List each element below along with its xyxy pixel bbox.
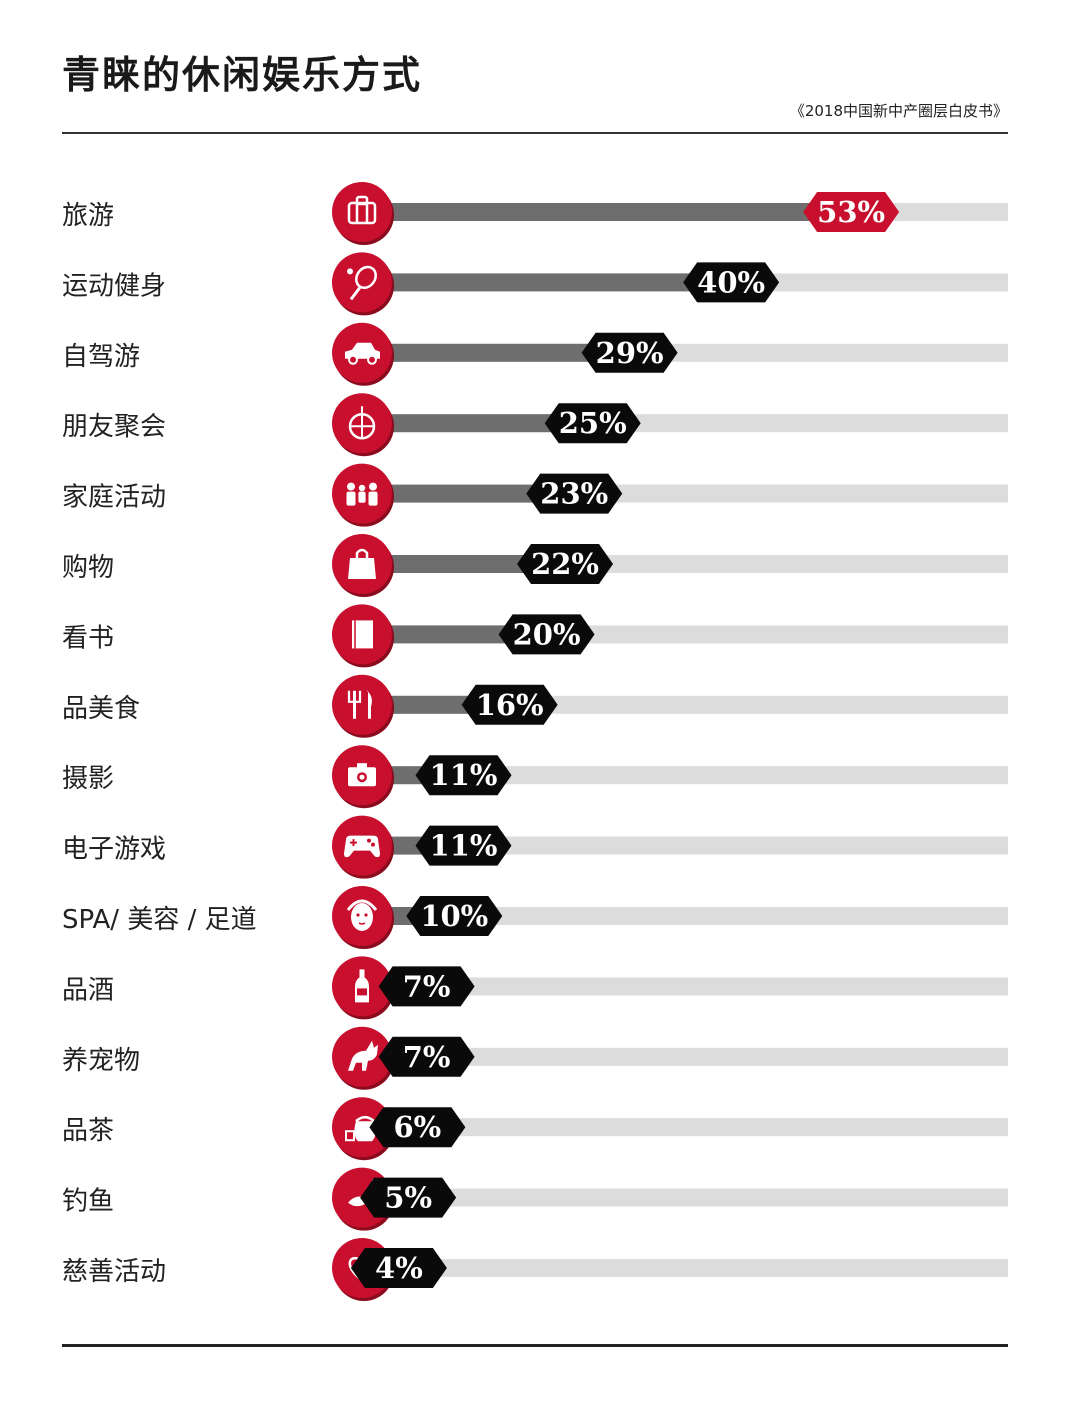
fork-knife-icon <box>347 690 372 719</box>
category-label: 看书 <box>62 623 114 653</box>
bar-track <box>362 1118 1008 1137</box>
bar-track <box>362 766 1008 785</box>
value-tag <box>406 896 503 936</box>
value-label: 5% <box>384 1181 432 1215</box>
value-tag <box>415 825 512 866</box>
value-label: 7% <box>403 1040 451 1074</box>
value-label: 16% <box>476 688 544 722</box>
tennis-racket-icon <box>347 265 377 301</box>
bar <box>362 625 547 644</box>
value-label: 6% <box>394 1110 442 1144</box>
camera-icon <box>348 763 376 787</box>
value-tag <box>544 403 641 444</box>
value-tag <box>378 1036 475 1077</box>
shopping-bag-icon <box>348 548 376 579</box>
value-label: 10% <box>420 899 488 933</box>
bar <box>362 484 575 503</box>
bar-track <box>362 836 1008 855</box>
luggage-icon <box>347 195 377 225</box>
category-label: 自驾游 <box>62 342 140 372</box>
value-tag <box>803 192 900 232</box>
category-label: 钓鱼 <box>62 1187 114 1217</box>
category-label: 家庭活动 <box>62 483 166 513</box>
top-divider <box>62 132 1008 134</box>
bar <box>362 203 852 221</box>
value-label: 29% <box>596 336 664 370</box>
icon-circle <box>332 252 392 313</box>
value-tag <box>498 614 595 655</box>
value-tag <box>581 332 678 373</box>
car-icon <box>345 342 380 365</box>
category-label: 旅游 <box>62 201 114 231</box>
bar <box>362 414 593 433</box>
value-tag <box>461 684 558 725</box>
bar <box>362 555 566 573</box>
value-label: 11% <box>430 758 498 792</box>
value-tag <box>369 1107 466 1148</box>
category-label: 购物 <box>62 553 114 583</box>
value-tag <box>350 1248 447 1288</box>
bar-track <box>362 977 1008 996</box>
cat-icon <box>348 1040 378 1071</box>
category-label: 摄影 <box>62 764 114 794</box>
bar <box>362 273 732 292</box>
value-label: 4% <box>375 1251 423 1285</box>
disco-ball-icon <box>348 406 376 440</box>
value-tag <box>517 544 614 584</box>
value-tag <box>415 755 512 796</box>
bar-track <box>362 1188 1008 1207</box>
value-label: 22% <box>531 547 599 581</box>
bottom-divider <box>62 1344 1008 1347</box>
bar-track <box>362 1259 1008 1277</box>
category-label: 养宠物 <box>62 1046 140 1076</box>
wine-bottle-icon <box>355 969 369 1003</box>
value-tag <box>683 262 780 303</box>
value-label: 11% <box>430 829 498 863</box>
value-label: 53% <box>817 195 885 229</box>
icon-circle <box>332 674 392 735</box>
chart-source: 《2018中国新中产圈层白皮书》 <box>789 102 1008 120</box>
value-label: 40% <box>697 265 765 299</box>
bar-track <box>362 907 1008 925</box>
category-label: SPA/ 美容 / 足道 <box>62 905 257 935</box>
value-label: 7% <box>403 969 451 1003</box>
category-label: 慈善活动 <box>62 1257 166 1287</box>
category-label: 品茶 <box>62 1116 114 1146</box>
bar-track <box>362 1047 1008 1066</box>
bar <box>362 343 630 362</box>
gamepad-icon <box>344 835 380 858</box>
family-icon <box>346 482 378 506</box>
value-label: 25% <box>559 406 627 440</box>
chart-title: 青睐的休闲娱乐方式 <box>62 53 423 97</box>
value-tag <box>360 1177 457 1218</box>
category-label: 电子游戏 <box>62 835 166 865</box>
value-label: 20% <box>513 617 581 651</box>
value-label: 23% <box>540 477 608 511</box>
value-tag <box>526 473 623 514</box>
book-icon <box>352 620 373 649</box>
category-label: 品美食 <box>62 694 140 724</box>
category-label: 朋友聚会 <box>62 412 166 442</box>
category-label: 运动健身 <box>62 271 166 301</box>
face-mask-icon <box>346 899 378 931</box>
category-label: 品酒 <box>62 975 114 1005</box>
icon-circle <box>332 182 392 242</box>
value-tag <box>378 966 475 1007</box>
